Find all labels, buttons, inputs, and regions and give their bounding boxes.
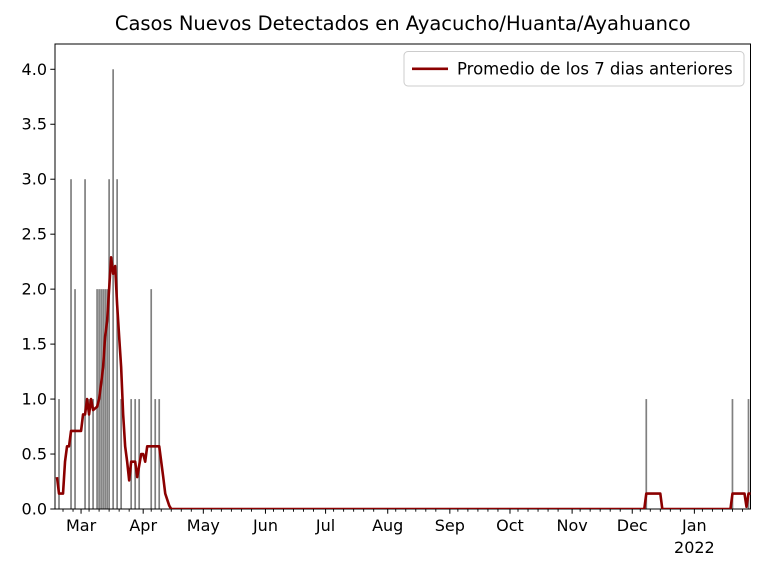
y-axis-tick-label: 1.5 xyxy=(22,335,47,354)
y-axis-tick-label: 0.5 xyxy=(22,445,47,464)
y-axis-tick-label: 3.5 xyxy=(22,115,47,134)
case-bar xyxy=(106,289,108,509)
x-axis-month-label: Sep xyxy=(435,516,465,535)
y-axis-tick-label: 2.0 xyxy=(22,280,47,299)
x-axis-month-label: Dec xyxy=(617,516,648,535)
case-bar xyxy=(100,289,102,509)
chart-title: Casos Nuevos Detectados en Ayacucho/Huan… xyxy=(115,12,691,35)
axes-layer: 0.0 0.5 1.0 1.5 2.0 2.5 3.0 3.5 4.0 Mar Apr May Jun J… xyxy=(22,60,743,557)
x-axis-month-label: Jan xyxy=(681,516,707,535)
legend: Promedio de los 7 dias anteriores xyxy=(403,51,745,87)
case-bar xyxy=(96,289,98,509)
case-bar xyxy=(70,179,72,509)
x-axis-month-label: Jun xyxy=(252,516,278,535)
x-axis-month-label: Apr xyxy=(129,516,157,535)
x-axis-month-label: Jul xyxy=(315,516,335,535)
x-axis-month-label: Nov xyxy=(556,516,587,535)
y-axis-tick-label: 3.0 xyxy=(22,170,47,189)
case-bar xyxy=(102,289,104,509)
case-bar xyxy=(58,399,60,509)
x-axis-month-label: Mar xyxy=(66,516,97,535)
case-bar xyxy=(134,399,137,509)
bars-layer xyxy=(58,69,750,509)
case-bar xyxy=(120,399,122,509)
case-bar xyxy=(747,399,750,509)
case-bar xyxy=(74,289,76,509)
x-axis-month-label: May xyxy=(187,516,220,535)
case-bar xyxy=(116,179,118,509)
y-axis-tick-label: 0.0 xyxy=(22,500,47,519)
legend-box xyxy=(403,51,745,87)
x-axis-month-label: Oct xyxy=(496,516,524,535)
case-bar xyxy=(108,179,110,509)
case-bar xyxy=(104,289,106,509)
legend-label: Promedio de los 7 dias anteriores xyxy=(457,60,733,79)
case-bar xyxy=(88,399,90,509)
x-axis-year-label: 2022 xyxy=(674,538,715,557)
case-bar xyxy=(645,399,648,509)
y-axis-tick-label: 1.0 xyxy=(22,390,47,409)
case-bar xyxy=(84,179,86,509)
y-axis-tick-label: 2.5 xyxy=(22,225,47,244)
case-bar xyxy=(112,69,114,509)
average-line xyxy=(55,255,751,509)
average-line-layer xyxy=(55,255,751,509)
x-axis-month-label: Aug xyxy=(372,516,403,535)
case-bar xyxy=(154,399,157,509)
case-bar xyxy=(130,399,133,509)
case-bar xyxy=(92,399,94,509)
case-bar xyxy=(138,399,141,509)
case-bar xyxy=(731,399,734,509)
case-bar xyxy=(150,289,153,509)
y-axis-tick-label: 4.0 xyxy=(22,60,47,79)
